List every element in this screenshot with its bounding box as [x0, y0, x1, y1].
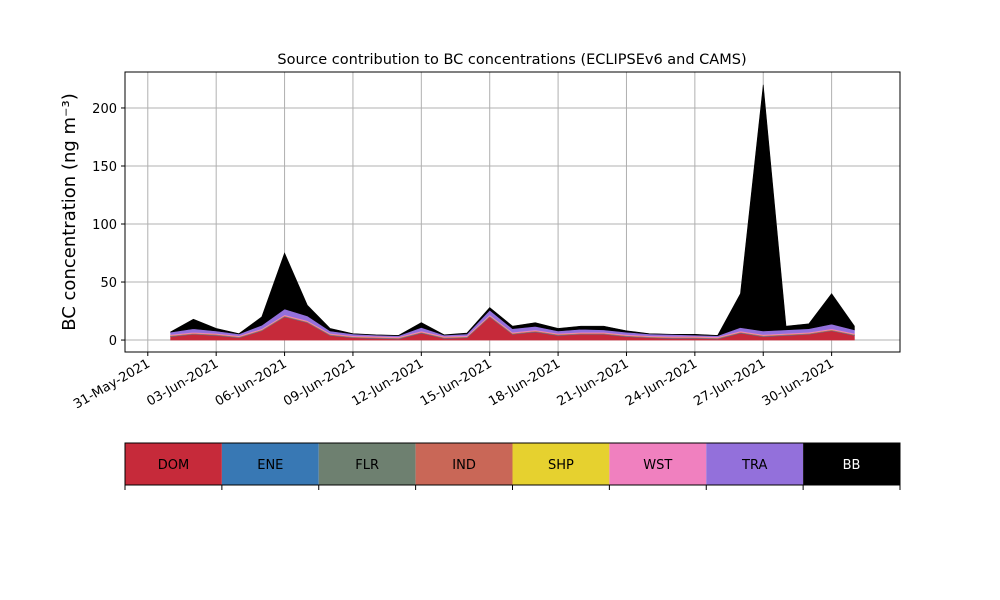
- legend-swatch: [803, 443, 900, 485]
- legend-label: ENE: [257, 458, 283, 473]
- y-tick-label: 0: [109, 334, 117, 349]
- legend-swatch: [318, 443, 416, 485]
- legend-label: DOM: [158, 458, 189, 473]
- legend-label: BB: [843, 458, 861, 473]
- y-axis-label: BC concentration (ng m⁻³): [59, 93, 80, 331]
- y-tick-label: 150: [92, 160, 117, 175]
- x-tick-label: 03-Jun-2021: [144, 356, 221, 409]
- x-tick-label: 06-Jun-2021: [213, 356, 290, 409]
- legend-label: IND: [452, 458, 476, 473]
- x-tick-label: 31-May-2021: [71, 356, 153, 412]
- legend-swatch: [125, 443, 222, 485]
- legend-label: TRA: [741, 458, 767, 473]
- legend-label: WST: [643, 458, 672, 473]
- legend-swatch: [609, 443, 707, 485]
- area: [170, 84, 855, 336]
- legend-swatch: [512, 443, 610, 485]
- legend-label: FLR: [355, 458, 379, 473]
- legend-swatch: [221, 443, 319, 485]
- x-tick-label: 18-Jun-2021: [486, 356, 563, 409]
- x-tick-label: 12-Jun-2021: [350, 356, 427, 409]
- y-tick-label: 100: [92, 218, 117, 233]
- legend-frame: [124, 442, 901, 486]
- y-tick-label: 50: [100, 276, 117, 291]
- x-tick-label: 09-Jun-2021: [281, 356, 358, 409]
- x-tick-label: 24-Jun-2021: [623, 356, 700, 409]
- x-tick-label: 30-Jun-2021: [760, 356, 837, 409]
- y-tick-label: 200: [92, 102, 117, 117]
- x-tick-label: 21-Jun-2021: [555, 356, 632, 409]
- plot-frame: [124, 71, 901, 353]
- legend-label: SHP: [548, 458, 574, 473]
- legend-swatch: [415, 443, 513, 485]
- x-tick-label: 15-Jun-2021: [418, 356, 495, 409]
- chart-title: Source contribution to BC concentrations…: [277, 52, 746, 68]
- legend-swatch: [706, 443, 804, 485]
- x-tick-label: 27-Jun-2021: [691, 356, 768, 409]
